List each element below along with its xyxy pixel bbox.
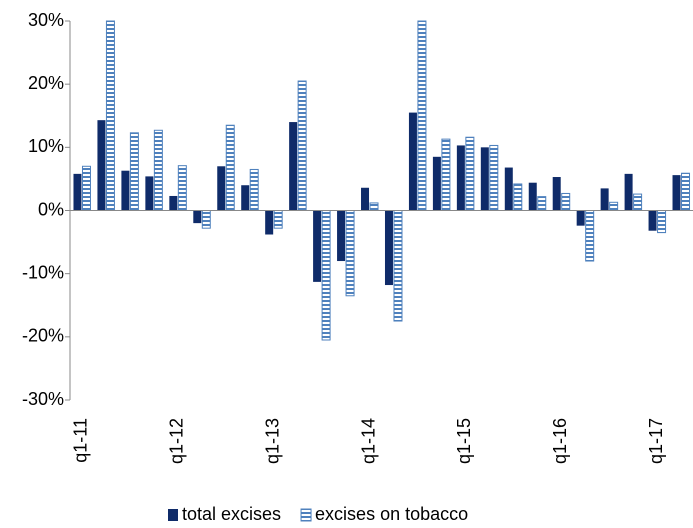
legend-swatch [168, 509, 178, 521]
bar [681, 172, 691, 212]
y-tick-label: 30% [28, 10, 64, 30]
y-tick-label: 0% [38, 199, 64, 219]
x-tick-label: q1-17 [646, 418, 666, 464]
bar [513, 183, 523, 212]
bar [249, 168, 259, 211]
bar [337, 210, 346, 262]
bar [121, 170, 130, 211]
bar [153, 129, 163, 211]
bar [361, 187, 370, 211]
bar [672, 175, 681, 211]
bar [600, 188, 609, 211]
bar [408, 112, 417, 211]
bar [528, 182, 537, 211]
bar [273, 210, 283, 229]
x-tick-label: q1-14 [358, 418, 378, 464]
bar [193, 210, 202, 224]
bar [465, 136, 475, 211]
bar [432, 156, 441, 211]
bar [585, 210, 595, 262]
bar [657, 210, 667, 234]
bar [441, 138, 451, 212]
legend-label: excises on tobacco [315, 504, 468, 524]
bar [369, 202, 379, 211]
bar [609, 201, 619, 211]
bar [576, 210, 585, 226]
bar [321, 210, 331, 341]
bar [393, 210, 403, 322]
y-tick-label: -30% [22, 389, 64, 409]
bar [97, 120, 106, 211]
bar [145, 176, 154, 211]
bar [633, 193, 643, 211]
bar [313, 210, 322, 282]
bar [73, 173, 82, 211]
y-tick-label: 20% [28, 73, 64, 93]
bar [345, 210, 355, 297]
bar [504, 167, 513, 211]
bar [169, 195, 178, 211]
bar [297, 80, 307, 211]
x-tick-label: q1-16 [550, 418, 570, 464]
bar [265, 210, 274, 235]
bar [456, 145, 465, 211]
bar [384, 210, 393, 286]
x-tick-label: q1-15 [454, 418, 474, 464]
x-tick-label: q1-13 [262, 418, 282, 464]
bar [417, 20, 427, 211]
bar [201, 210, 211, 229]
bar [537, 196, 547, 211]
y-tick-label: -20% [22, 326, 64, 346]
x-tick-label: q1-11 [71, 418, 91, 463]
bar [552, 177, 561, 211]
x-tick-label: q1-12 [167, 418, 187, 464]
bar [561, 192, 571, 212]
bar [225, 124, 235, 211]
bar [105, 20, 115, 211]
bar [624, 173, 633, 211]
y-tick-label: 10% [28, 136, 64, 156]
bar [129, 132, 139, 211]
legend-label: total excises [182, 504, 281, 524]
legend-swatch [300, 508, 312, 522]
bar [648, 210, 657, 231]
bar [177, 165, 187, 212]
bar [489, 144, 499, 212]
bar [241, 185, 250, 211]
bar [480, 147, 489, 211]
bar [217, 166, 226, 211]
y-tick-label: -10% [22, 262, 64, 282]
bar [81, 165, 91, 212]
bar [289, 122, 298, 211]
